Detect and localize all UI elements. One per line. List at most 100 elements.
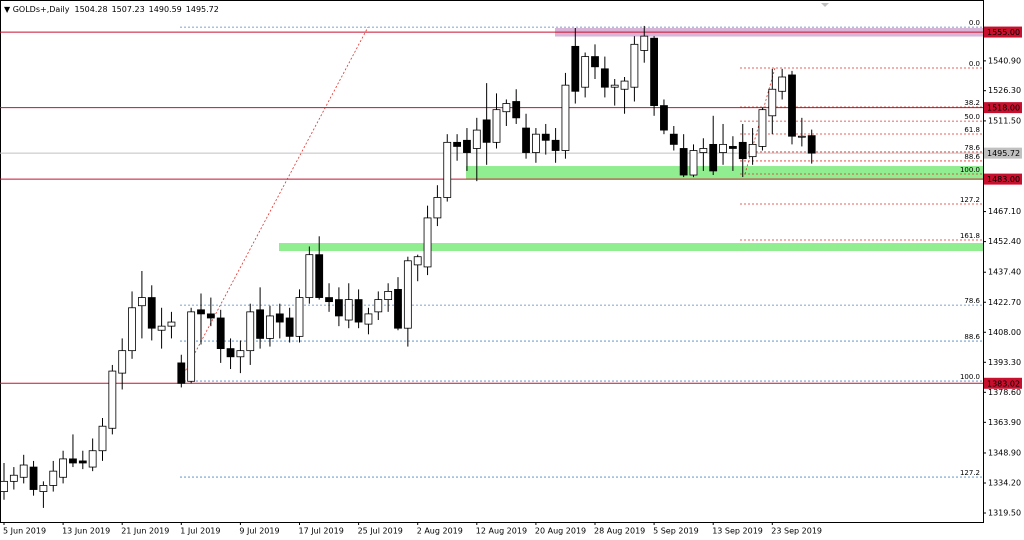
level-box	[984, 377, 1022, 389]
candle-body	[482, 119, 491, 143]
zone	[279, 243, 983, 251]
candle-body	[354, 299, 363, 323]
x-tick-label: 20 Aug 2019	[535, 527, 586, 536]
y-tick-label: 1334.20	[988, 478, 1021, 487]
candle-body	[137, 297, 146, 307]
fib-label: 161.8	[960, 232, 980, 240]
level-label: 1483.00	[987, 175, 1020, 184]
high-value: 1507.23	[112, 5, 145, 14]
level-label: 1495.72	[987, 149, 1020, 158]
candle-body	[719, 143, 727, 153]
candle-body	[443, 141, 452, 198]
y-tick-label: 1408.00	[988, 328, 1021, 337]
candle-body	[512, 101, 521, 119]
candle-body	[640, 35, 649, 51]
fib-label: 88.6	[964, 153, 980, 161]
candle-body	[630, 43, 639, 88]
candle-body	[738, 141, 747, 160]
fib-label: 100.0	[960, 166, 980, 174]
candle-body	[679, 148, 688, 176]
candle-body	[69, 458, 77, 464]
y-tick-label: 1540.90	[988, 56, 1021, 65]
x-tick-label: 9 Jul 2019	[239, 527, 279, 536]
candle-body	[797, 135, 806, 138]
chart-header: ▼ GOLDs+,Daily 1504.28 1507.23 1490.59 1495.…	[4, 5, 219, 14]
candle-body	[561, 84, 570, 151]
candle-body	[788, 74, 796, 137]
x-tick-label: 28 Aug 2019	[594, 527, 645, 536]
y-tick-label: 1511.50	[988, 116, 1021, 125]
x-tick-label: 21 Jun 2019	[121, 527, 169, 536]
plot-layer: 0.078.688.6100.0127.20.038.250.061.878.6…	[0, 19, 983, 508]
candle-body	[403, 260, 412, 329]
candle-body	[423, 217, 432, 268]
candle-body	[472, 129, 481, 149]
candle-body	[709, 143, 718, 172]
scroll-marker	[821, 3, 829, 7]
candle-body	[78, 460, 87, 464]
fib-label: 100.0	[960, 373, 980, 381]
x-tick-label: 13 Jun 2019	[62, 527, 110, 536]
candle-body	[384, 291, 393, 300]
close-value: 1495.72	[186, 5, 219, 14]
candle-body	[285, 317, 294, 337]
candle-body	[108, 370, 117, 429]
candle-body	[413, 256, 422, 266]
y-tick-label: 1319.50	[988, 509, 1021, 518]
candle-body	[0, 480, 8, 492]
y-tick-label: 1393.30	[988, 358, 1021, 367]
candle-body	[29, 466, 38, 490]
candle-body	[453, 141, 462, 147]
candle-body	[394, 288, 402, 329]
candle-body	[650, 37, 658, 106]
candle-body	[374, 299, 383, 313]
y-tick-label: 1363.90	[988, 418, 1021, 427]
candle-body	[532, 133, 540, 153]
zone	[466, 166, 983, 180]
candle-body	[256, 309, 265, 339]
candle-body	[236, 350, 245, 358]
candle-body	[689, 150, 698, 176]
candle-body	[49, 470, 58, 486]
candle-body	[778, 76, 787, 92]
x-tick-label: 17 Jul 2019	[299, 527, 344, 536]
fib-label: 61.8	[964, 126, 980, 134]
x-tick-label: 13 Sep 2019	[712, 527, 763, 536]
candle-body	[551, 139, 560, 151]
candle-body	[492, 109, 501, 143]
level-box	[984, 26, 1022, 38]
candle-body	[502, 103, 511, 113]
low-value: 1490.59	[149, 5, 182, 14]
fib-label: 127.2	[960, 196, 980, 204]
candle-body	[187, 311, 196, 382]
candle-body	[364, 313, 373, 325]
candle-body	[729, 146, 737, 149]
candle-body	[669, 133, 678, 145]
x-tick-label: 1 Jul 2019	[180, 527, 220, 536]
fib-label: 88.6	[964, 333, 980, 341]
level-label: 1383.02	[987, 379, 1020, 388]
candle-body	[463, 139, 471, 153]
open-value: 1504.28	[74, 5, 107, 14]
candle-body	[600, 68, 609, 88]
x-tick-label: 5 Jun 2019	[3, 527, 46, 536]
candle-body	[246, 311, 255, 352]
candle-body	[19, 464, 28, 478]
candle-body	[295, 297, 304, 337]
candle-body	[128, 307, 136, 352]
candle-body	[177, 362, 186, 384]
candle-body	[807, 135, 816, 154]
fib-label: 78.6	[964, 144, 980, 152]
level-box	[984, 147, 1022, 159]
candle-body	[581, 56, 590, 88]
candle-body	[59, 458, 67, 478]
y-tick-label: 1422.70	[988, 298, 1021, 307]
candle-body	[748, 143, 757, 158]
level-box	[984, 102, 1022, 114]
level-label: 1518.00	[987, 104, 1020, 113]
fib-label: 0.0	[969, 60, 980, 68]
candle-body	[758, 109, 767, 147]
plot-frame	[0, 0, 984, 523]
fib-trend	[179, 26, 369, 382]
